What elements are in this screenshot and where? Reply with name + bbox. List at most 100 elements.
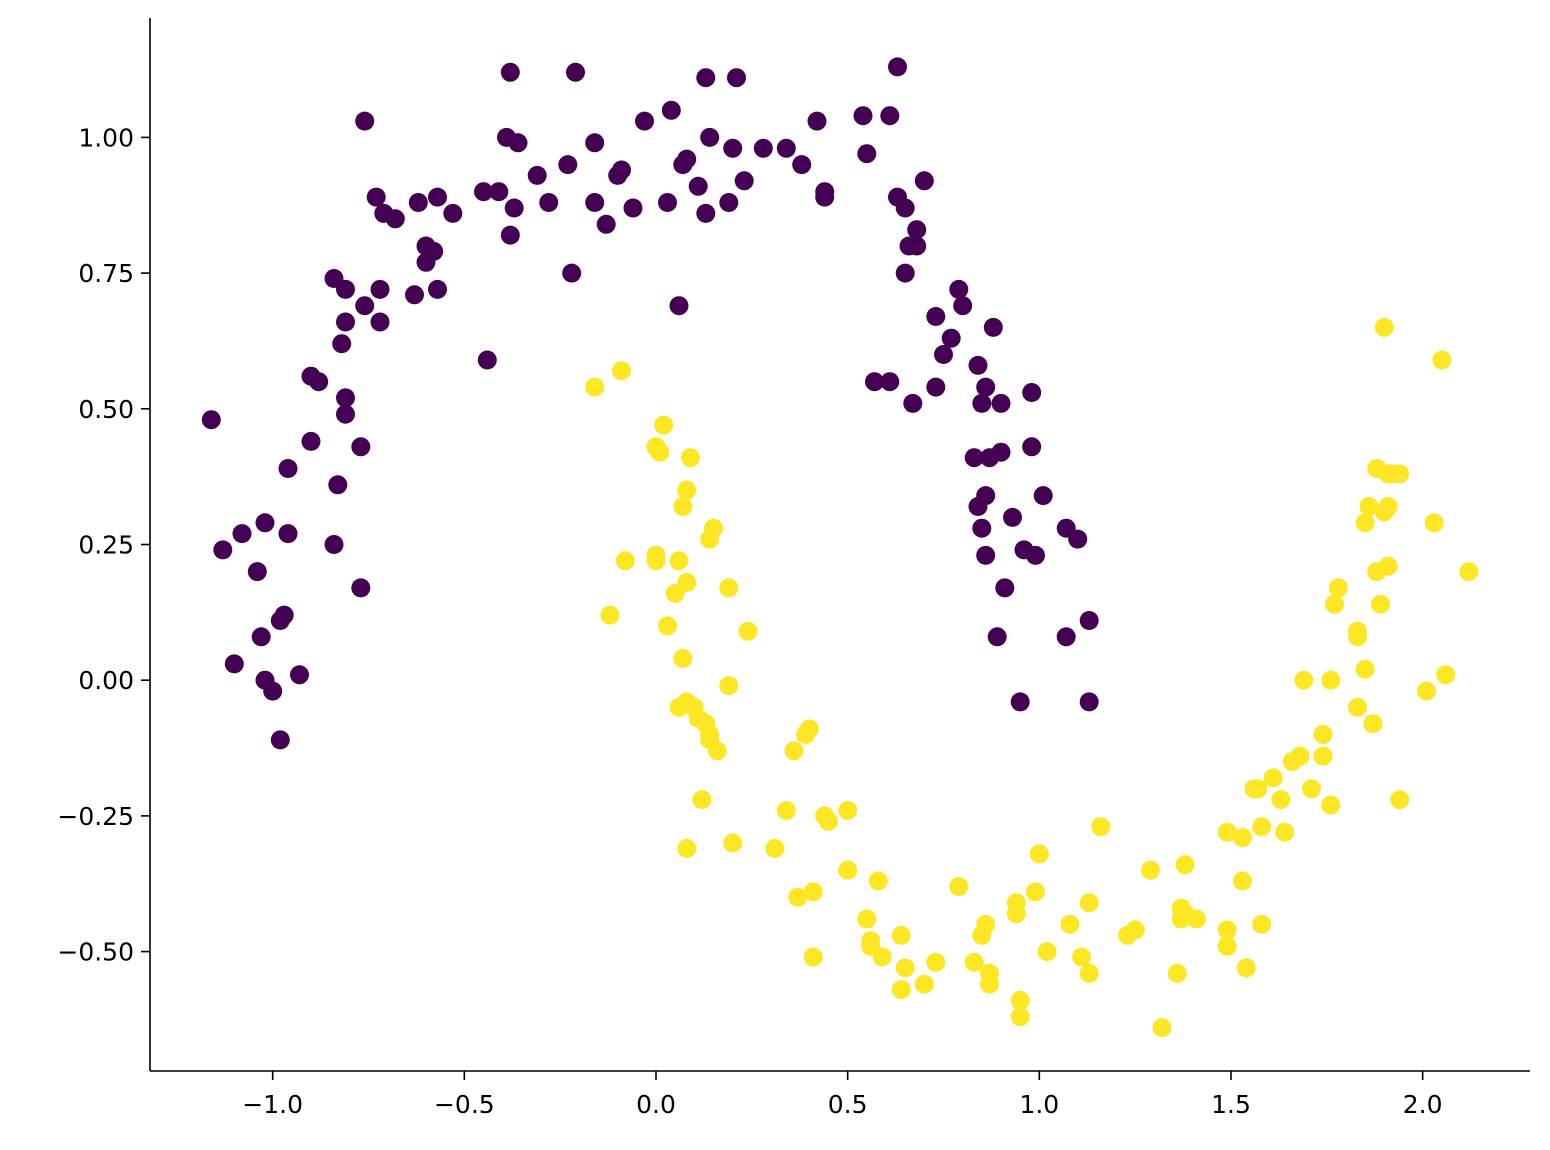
scatter-point-s0-72 xyxy=(719,193,739,212)
scatter-point-s1-39 xyxy=(803,947,823,967)
scatter-point-s0-65 xyxy=(669,296,689,316)
x-tick-label: 1.0 xyxy=(1019,1090,1059,1119)
scatter-point-s0-36 xyxy=(408,193,428,212)
scatter-point-s0-112 xyxy=(987,627,1007,647)
scatter-point-s1-30 xyxy=(719,676,739,696)
scatter-point-s0-64 xyxy=(661,100,681,120)
scatter-point-s1-58 xyxy=(976,914,996,934)
x-ticks: −1.0 −0.5 0.0 0.5 1.0 1.5 2.0 xyxy=(242,1071,1443,1119)
y-tick-label: 0.00 xyxy=(78,666,134,695)
scatter-point-s1-102 xyxy=(1321,795,1341,815)
scatter-point-s1-124 xyxy=(1417,681,1436,701)
scatter-point-s0-90 xyxy=(895,263,915,283)
scatter-point-s1-117 xyxy=(1378,556,1398,576)
scatter-point-s1-69 xyxy=(1072,947,1091,967)
scatter-point-s0-100 xyxy=(949,279,969,299)
scatter-point-s1-0 xyxy=(585,377,605,397)
scatter-point-s1-72 xyxy=(1091,817,1111,837)
scatter-point-s1-84 xyxy=(1217,920,1237,940)
scatter-point-s0-21 xyxy=(332,334,352,354)
y-tick-label: −0.50 xyxy=(57,938,134,967)
scatter-point-s1-54 xyxy=(926,952,946,972)
scatter-point-s0-1 xyxy=(213,540,233,560)
scatter-point-s1-112 xyxy=(1363,714,1383,734)
scatter-point-s1-97 xyxy=(1290,746,1310,766)
scatter-point-s1-35 xyxy=(784,741,804,761)
scatter-point-s1-99 xyxy=(1302,779,1321,799)
scatter-point-s0-95 xyxy=(914,171,934,191)
scatter-point-s0-39 xyxy=(424,241,444,261)
scatter-point-s0-24 xyxy=(336,279,355,299)
scatter-point-s0-98 xyxy=(934,345,953,364)
scatter-point-s1-127 xyxy=(1436,665,1456,685)
scatter-point-s1-32 xyxy=(738,621,758,641)
scatter-point-s0-79 xyxy=(807,111,827,131)
scatter-point-s0-42 xyxy=(443,203,463,223)
scatter-point-s0-27 xyxy=(351,578,371,598)
scatter-point-s0-30 xyxy=(366,187,386,207)
scatter-point-s1-101 xyxy=(1313,746,1333,766)
scatter-point-s0-18 xyxy=(324,535,344,554)
scatter-point-s0-106 xyxy=(972,393,992,413)
scatter-point-s0-57 xyxy=(585,193,605,212)
y-tick-label: 0.25 xyxy=(78,531,134,560)
scatter-point-s0-82 xyxy=(853,106,873,126)
y-tick-label: 0.50 xyxy=(78,395,134,424)
scatter-point-s1-87 xyxy=(1233,871,1252,891)
scatter-point-s0-109 xyxy=(976,377,996,397)
scatter-point-s0-96 xyxy=(926,307,946,326)
scatter-point-s0-70 xyxy=(696,203,716,223)
scatter-point-s1-118 xyxy=(1378,497,1398,516)
scatter-point-s0-52 xyxy=(539,193,559,212)
scatter-point-s1-109 xyxy=(1355,659,1375,679)
scatter-point-s0-121 xyxy=(1026,545,1045,565)
scatter-point-s0-87 xyxy=(888,57,907,77)
scatter-point-s1-68 xyxy=(1060,914,1080,934)
scatter-point-s1-18 xyxy=(677,839,697,858)
scatter-point-s0-2 xyxy=(232,524,252,544)
scatter-point-s1-62 xyxy=(1006,893,1026,913)
scatter-point-s1-90 xyxy=(1248,779,1268,799)
scatter-point-s0-15 xyxy=(301,431,321,451)
scatter-point-s0-67 xyxy=(677,149,697,169)
scatter-point-s1-70 xyxy=(1079,893,1099,913)
x-tick-label: −1.0 xyxy=(242,1090,303,1119)
scatter-point-s0-124 xyxy=(1056,627,1076,647)
scatter-point-s1-38 xyxy=(799,719,819,739)
y-ticks: −0.50 −0.25 0.00 0.25 0.50 0.75 1.00 xyxy=(57,123,150,967)
scatter-point-s1-31 xyxy=(723,833,743,853)
scatter-point-s0-8 xyxy=(263,681,283,701)
scatter-point-s0-119 xyxy=(1022,437,1042,457)
scatter-point-s0-68 xyxy=(688,176,708,196)
scatter-point-s1-88 xyxy=(1236,958,1256,978)
scatter-point-s1-115 xyxy=(1371,594,1390,614)
scatter-point-s1-49 xyxy=(872,947,892,967)
scatter-point-s1-2 xyxy=(612,361,631,381)
scatter-point-s0-44 xyxy=(477,350,497,370)
scatter-point-s0-22 xyxy=(336,404,355,424)
scatter-point-s0-84 xyxy=(865,372,884,392)
scatter-point-s0-117 xyxy=(1010,692,1030,712)
x-tick-label: 1.5 xyxy=(1211,1090,1251,1119)
scatter-point-s0-12 xyxy=(278,524,298,544)
scatter-point-s1-85 xyxy=(1217,936,1237,956)
scatter-point-s0-99 xyxy=(941,328,961,348)
x-tick-label: −0.5 xyxy=(434,1090,495,1119)
scatter-point-s1-82 xyxy=(1187,909,1206,929)
scatter-point-s1-56 xyxy=(964,952,984,972)
scatter-point-s1-50 xyxy=(891,980,911,1000)
scatter-point-s1-104 xyxy=(1325,594,1344,614)
scatter-point-s0-102 xyxy=(964,448,984,468)
scatter-point-s0-104 xyxy=(968,355,988,375)
scatter-point-s0-3 xyxy=(224,654,244,674)
scatter-point-s1-42 xyxy=(819,811,838,831)
scatter-point-s0-74 xyxy=(723,138,743,158)
scatter-point-s0-6 xyxy=(255,513,275,533)
scatter-point-s0-20 xyxy=(328,475,348,495)
scatter-point-s0-10 xyxy=(274,605,294,625)
scatter-point-s0-50 xyxy=(508,133,528,153)
scatter-point-s0-5 xyxy=(251,627,271,647)
scatter-point-s1-64 xyxy=(1010,1007,1030,1027)
scatter-point-s0-25 xyxy=(336,388,355,408)
scatter-point-s0-127 xyxy=(1079,692,1099,712)
